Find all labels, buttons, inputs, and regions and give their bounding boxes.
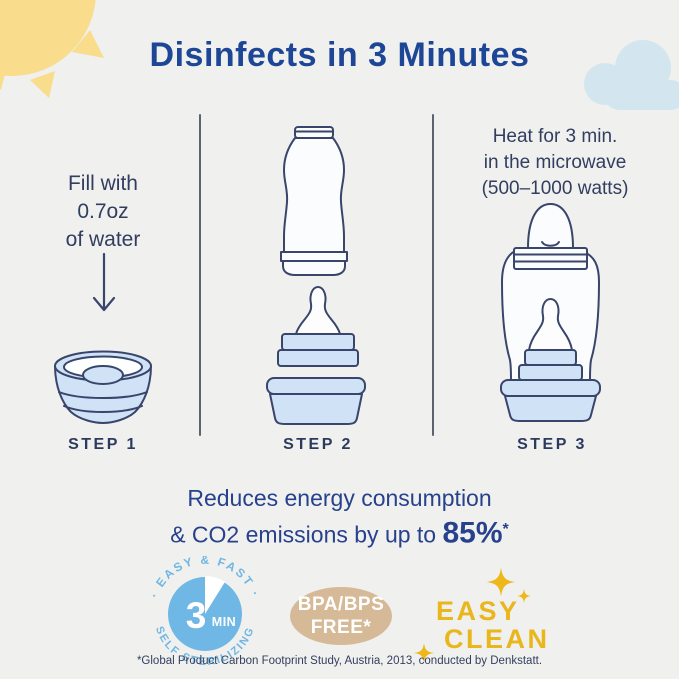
assembled-bottle-icon xyxy=(500,203,601,422)
easy-clean-line2: CLEAN xyxy=(444,624,550,654)
footnote: *Global Product Carbon Footprint Study, … xyxy=(136,655,543,667)
page-title: Disinfects in 3 Minutes xyxy=(149,36,530,74)
sparkles-icon xyxy=(414,567,531,663)
clock-wedge-icon xyxy=(205,576,226,614)
sterilizer-base-icon xyxy=(266,377,366,425)
sun-icon xyxy=(0,0,104,98)
benefit-line1: Reduces energy consumption xyxy=(187,485,492,511)
step1-instruction: Fill with 0.7oz of water xyxy=(23,170,183,254)
step1-instruction-line: of water xyxy=(65,228,141,251)
easy-clean-line1: EASY xyxy=(436,596,520,626)
benefit-asterisk: * xyxy=(502,521,509,538)
step3-instruction-line: Heat for 3 min. xyxy=(492,126,618,147)
sterilizer-bowl-icon xyxy=(54,350,152,424)
arrow-down-icon xyxy=(92,252,116,312)
step1-instruction-line: 0.7oz xyxy=(77,200,129,223)
badge-minutes-number: 3 xyxy=(186,595,207,636)
nipple-icon xyxy=(277,286,359,367)
benefit-text: Reduces energy consumption & CO2 emissio… xyxy=(0,483,679,551)
step1-instruction-line: Fill with xyxy=(67,172,138,195)
bottle-body-icon xyxy=(280,126,348,276)
badge-minutes-unit: MIN xyxy=(212,615,236,629)
bpa-badge-line1: BPA/BPS xyxy=(297,594,385,615)
step3-instruction-line: in the microwave xyxy=(483,152,627,173)
self-sterilizing-badge: 3 MIN · EASY & FAST · SELF STERILIZING xyxy=(147,556,261,668)
benefit-line2: & CO2 emissions by up to 85%* xyxy=(0,514,679,551)
step3-instruction: Heat for 3 min. in the microwave (500–10… xyxy=(447,124,663,202)
bpa-free-badge: BPA/BPS FREE* xyxy=(290,587,392,645)
step1-label: STEP 1 xyxy=(68,436,138,453)
step3-instruction-line: (500–1000 watts) xyxy=(481,178,629,199)
benefit-highlight: 85% xyxy=(442,516,503,550)
bpa-badge-line2: FREE* xyxy=(310,617,372,638)
step3-label: STEP 3 xyxy=(517,436,587,453)
column-divider xyxy=(199,114,201,436)
benefit-line2-prefix: & CO2 emissions by up to xyxy=(170,521,443,548)
cloud-icon xyxy=(584,40,679,110)
step2-label: STEP 2 xyxy=(283,436,353,453)
column-divider xyxy=(432,114,434,436)
